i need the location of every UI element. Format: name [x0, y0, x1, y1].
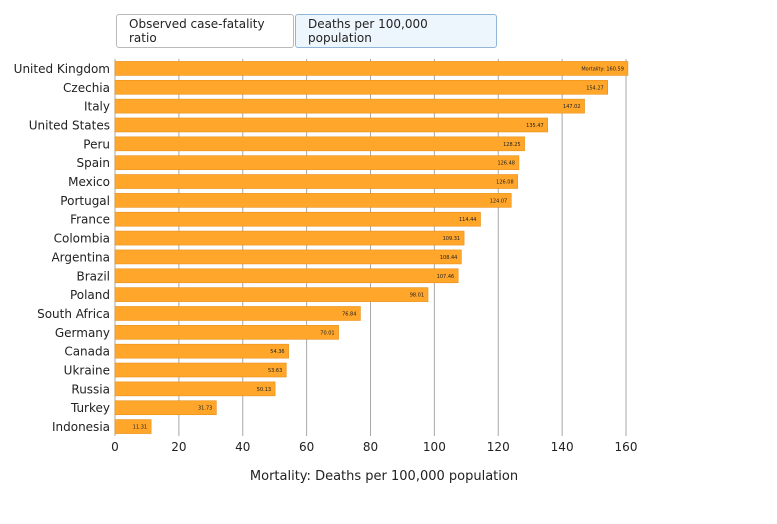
value-label: 128.25: [503, 142, 521, 148]
bar[interactable]: [114, 419, 152, 434]
bar[interactable]: [114, 343, 289, 359]
x-tick-label: 40: [235, 440, 250, 454]
x-tick-label: 160: [615, 440, 638, 454]
value-label: 54.36: [270, 349, 284, 355]
x-tick-label: 80: [363, 440, 378, 454]
bar[interactable]: [114, 211, 481, 227]
category-label: Indonesia: [52, 420, 110, 434]
bar[interactable]: [114, 193, 512, 208]
value-label: 108.44: [440, 255, 458, 261]
bar[interactable]: [114, 287, 429, 302]
category-label: South Africa: [37, 307, 110, 321]
value-label: 50.13: [257, 387, 271, 393]
bar[interactable]: [114, 381, 276, 397]
bar[interactable]: [114, 174, 518, 189]
value-label: 109.31: [443, 236, 461, 242]
value-label: 11.31: [133, 425, 147, 431]
bar[interactable]: [114, 230, 465, 246]
value-label: 126.08: [496, 180, 514, 186]
value-label: Mortality: 160.59: [581, 66, 624, 72]
x-tick-label: 0: [111, 440, 119, 454]
value-label: 147.02: [563, 104, 581, 110]
category-label: Argentina: [51, 250, 110, 264]
x-tick-labels: 0 20 40 60 80 100 120 140 160: [111, 440, 637, 454]
category-label: Russia: [71, 382, 110, 396]
x-tick-label: 120: [487, 440, 510, 454]
bar[interactable]: [114, 362, 287, 378]
bar[interactable]: [114, 79, 608, 95]
x-tick-label: 100: [423, 440, 446, 454]
bar[interactable]: [114, 117, 548, 133]
category-label: Peru: [83, 137, 110, 151]
bar[interactable]: [114, 400, 217, 416]
bar[interactable]: [114, 98, 585, 114]
bar[interactable]: [114, 306, 361, 321]
metric-tabs: Observed case-fatality ratio Deaths per …: [116, 14, 497, 48]
x-axis-label: Mortality: Deaths per 100,000 population: [250, 469, 518, 484]
value-label: 107.46: [437, 274, 455, 280]
x-tick-label: 20: [171, 440, 186, 454]
value-label: 31.73: [198, 406, 212, 412]
bar[interactable]: [114, 155, 520, 170]
value-label: 70.01: [320, 330, 334, 336]
category-label: Portugal: [60, 194, 110, 208]
x-tick-label: 60: [299, 440, 314, 454]
category-label: Poland: [70, 288, 110, 302]
bar[interactable]: [114, 268, 459, 284]
category-label: Colombia: [54, 232, 110, 246]
category-label: Canada: [64, 345, 110, 359]
category-label: United Kingdom: [14, 62, 110, 76]
value-label: 124.07: [490, 198, 508, 204]
category-label: Turkey: [70, 401, 110, 415]
category-label: Spain: [76, 156, 110, 170]
value-label: 135.47: [526, 123, 544, 129]
category-label: Brazil: [77, 269, 111, 283]
category-labels: United Kingdom Czechia Italy United States P…: [14, 62, 110, 434]
category-label: France: [70, 213, 110, 227]
value-label: 154.27: [586, 85, 604, 91]
tab-deaths-per-100k[interactable]: Deaths per 100,000 population: [295, 14, 497, 48]
bar[interactable]: [114, 136, 525, 152]
value-label: 126.48: [497, 161, 515, 167]
category-label: Mexico: [68, 175, 110, 189]
tab-case-fatality-ratio[interactable]: Observed case-fatality ratio: [116, 14, 294, 48]
category-label: United States: [29, 118, 110, 132]
grid-lines: [114, 59, 627, 436]
value-label: 98.01: [410, 293, 424, 299]
category-label: Italy: [84, 100, 110, 114]
x-tick-label: 140: [551, 440, 574, 454]
value-label: 53.63: [268, 368, 282, 374]
bars: Mortality: 160.59 154.27 147.02 135.47 128.2…: [114, 61, 629, 434]
bar[interactable]: [114, 61, 629, 76]
value-label: 76.84: [342, 311, 356, 317]
bar[interactable]: [114, 325, 339, 340]
value-label: 114.44: [459, 217, 477, 223]
category-label: Ukraine: [64, 364, 110, 378]
category-label: Czechia: [63, 81, 110, 95]
bar[interactable]: [114, 249, 462, 265]
category-label: Germany: [55, 326, 110, 340]
